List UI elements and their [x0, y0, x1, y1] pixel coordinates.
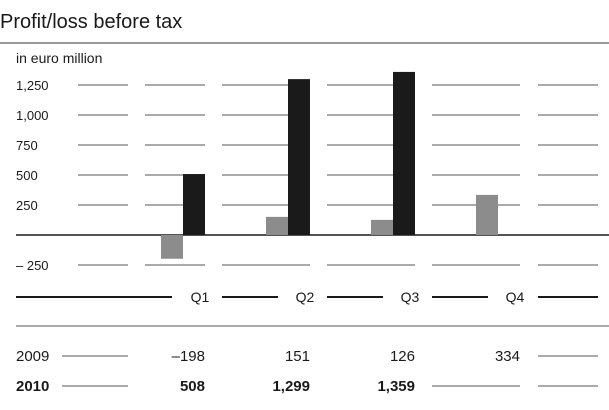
chart-title: Profit/loss before tax [0, 11, 182, 33]
value-label-2009-Q3: 126 [390, 348, 415, 365]
bar-2009-Q1 [161, 235, 183, 259]
value-label-2010-Q3: 1,359 [377, 378, 415, 395]
y-tick-label: 500 [16, 168, 38, 183]
y-tick-label: – 250 [16, 258, 49, 273]
category-label: Q3 [401, 289, 420, 305]
category-label: Q1 [191, 289, 210, 305]
value-label-2009-Q1: –198 [172, 348, 205, 365]
bar-2009-Q4 [476, 194, 498, 235]
bar-2010-Q3 [393, 71, 415, 235]
y-tick-label: 750 [16, 138, 38, 153]
unit-label: in euro million [16, 50, 102, 66]
bar-2009-Q2 [266, 216, 288, 235]
value-label-2009-Q2: 151 [285, 348, 310, 365]
labels: 1,250 1,000 750 500 250 – 250 Q1 Q2 Q3 Q4 2009 –198… [16, 78, 525, 395]
value-label-2010-Q1: 508 [180, 378, 205, 395]
category-label: Q4 [506, 289, 525, 305]
row-label-2009: 2009 [16, 348, 49, 365]
bar-2010-Q1 [183, 174, 205, 235]
y-tick-label: 1,000 [16, 108, 49, 123]
value-label-2010-Q2: 1,299 [272, 378, 310, 395]
row-label-2010: 2010 [16, 378, 49, 395]
category-label: Q2 [296, 289, 315, 305]
bar-2010-Q2 [288, 79, 310, 236]
y-tick-label: 1,250 [16, 78, 49, 93]
bars [161, 71, 498, 259]
value-label-2009-Q4: 334 [495, 348, 520, 365]
y-tick-label: 250 [16, 198, 38, 213]
bar-2009-Q3 [371, 219, 393, 235]
